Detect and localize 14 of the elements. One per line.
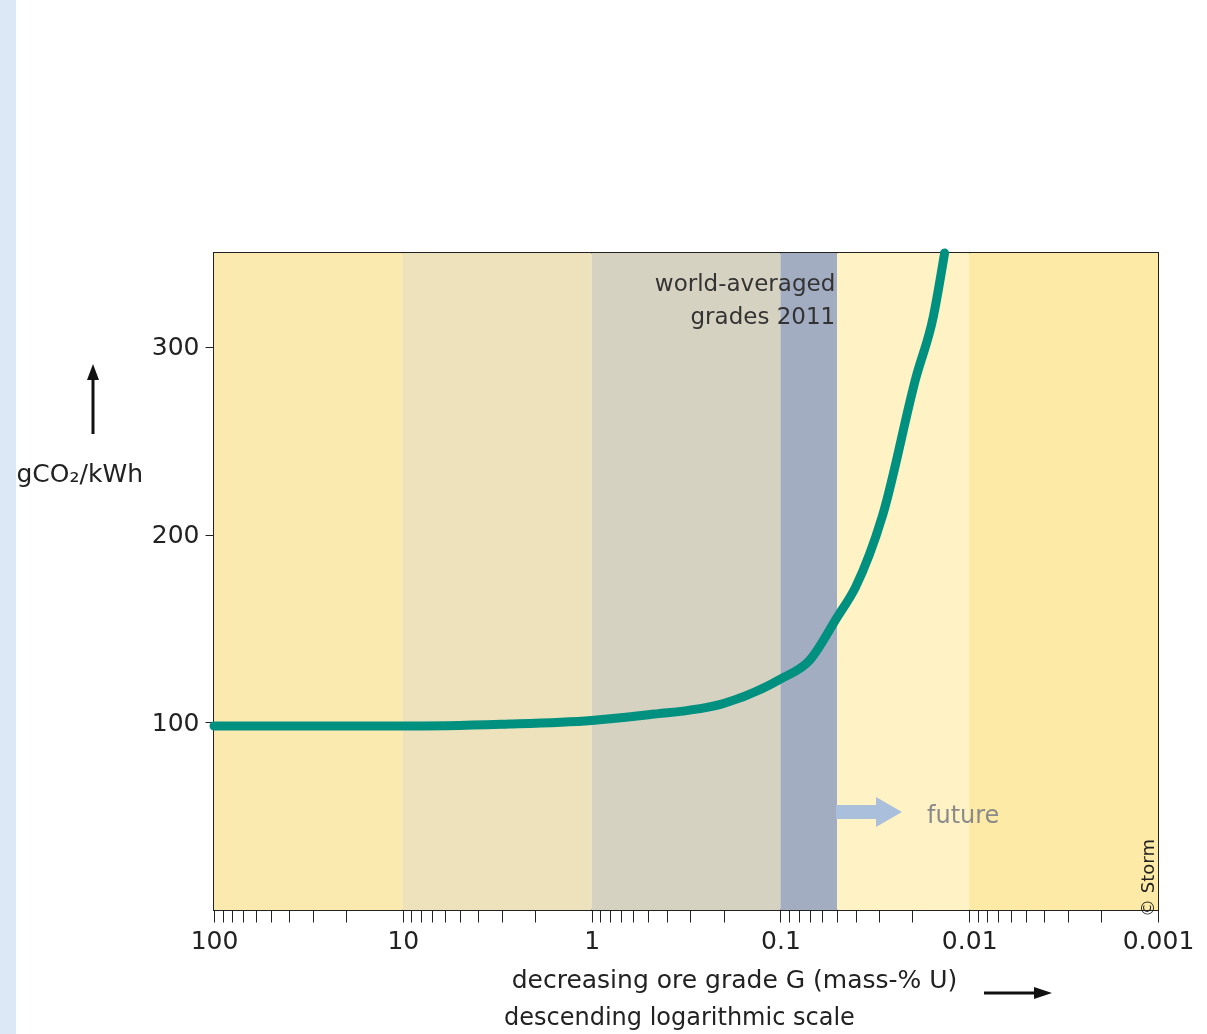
x-tick-label: 0.1	[761, 925, 801, 955]
x-axis-title: decreasing ore grade G (mass-% U)	[511, 964, 958, 994]
band-label: world-averaged grades 2011	[654, 270, 836, 329]
y-tick-label: 300	[151, 332, 200, 362]
x-tick-label: 10	[387, 925, 420, 955]
y-axis-title: gCO₂/kWh	[16, 458, 143, 488]
x-tick-label: 100	[190, 925, 239, 955]
x-tick-label: 0.01	[941, 925, 998, 955]
y-tick-label: 100	[151, 707, 200, 737]
y-tick-label: 200	[151, 520, 200, 550]
x-tick-label: 1	[584, 925, 601, 955]
annotation: future	[927, 801, 1000, 829]
x-tick-label: 0.001	[1122, 925, 1195, 955]
text: descending logarithmic scale	[504, 1003, 855, 1031]
